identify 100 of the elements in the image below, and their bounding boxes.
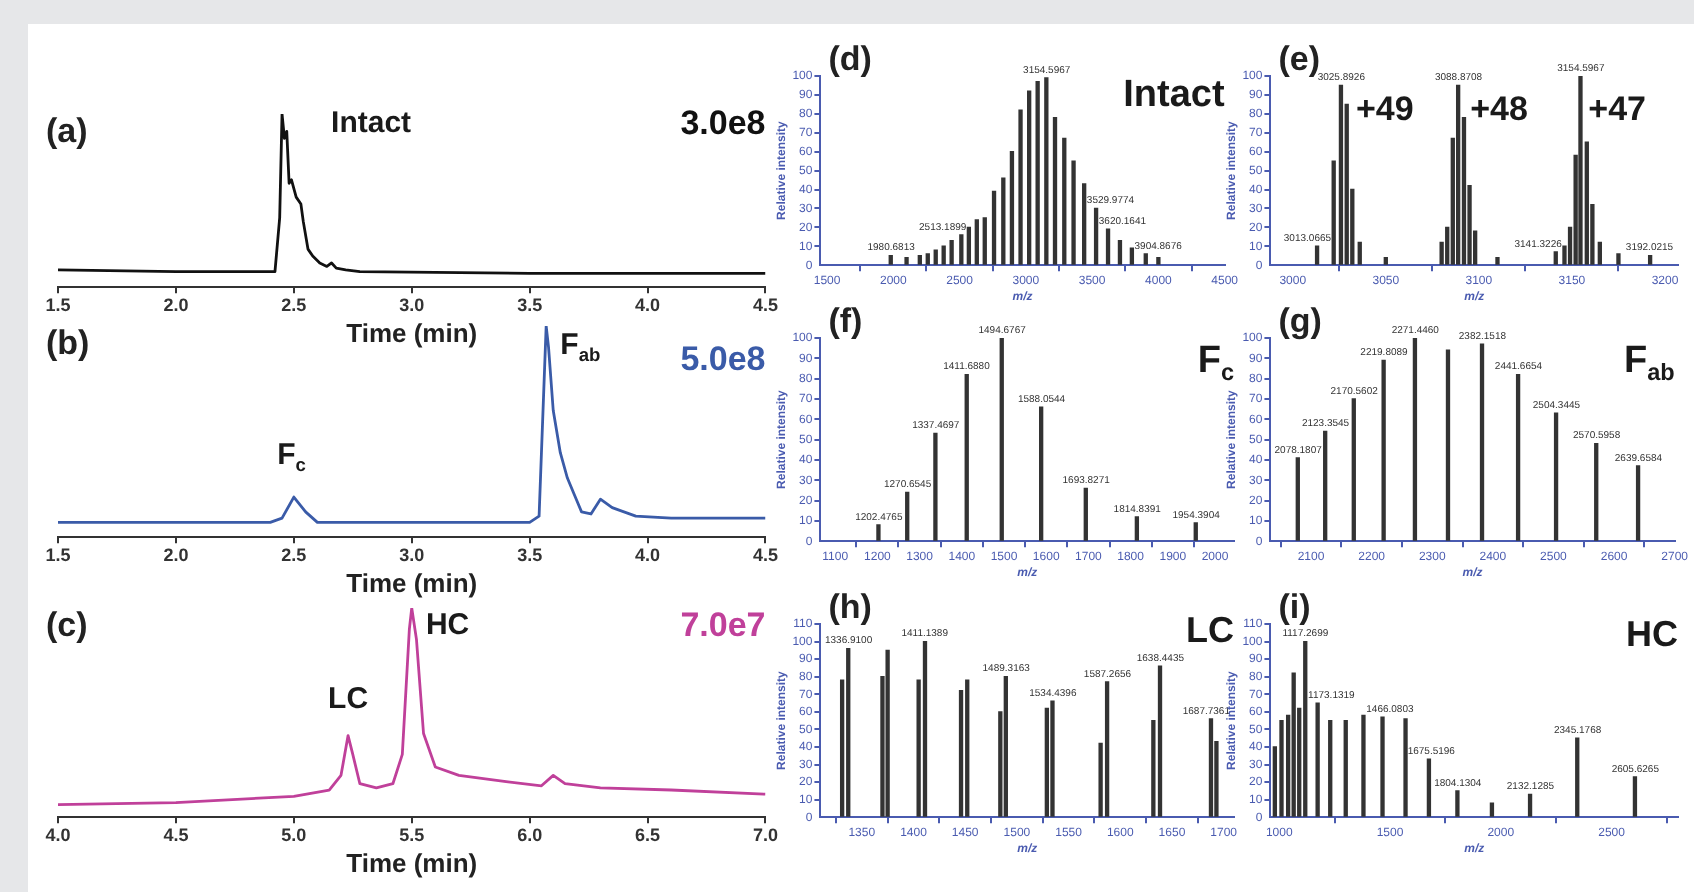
bar	[1616, 253, 1621, 265]
bar	[1323, 430, 1328, 541]
bar	[933, 249, 938, 265]
bar	[885, 649, 890, 817]
chart-title: (d)	[828, 40, 872, 78]
bar	[1495, 256, 1500, 265]
annotation: 3.0e8	[680, 103, 766, 142]
bar	[1083, 487, 1088, 541]
bar	[1156, 256, 1161, 265]
bar	[1575, 737, 1580, 817]
annotation: F$_{c}$	[277, 438, 306, 475]
bar	[1328, 719, 1333, 817]
bar	[1594, 443, 1599, 541]
bar	[1632, 776, 1638, 817]
bar	[933, 432, 938, 541]
bar	[966, 226, 972, 265]
x-tick-label: 7.0	[752, 824, 778, 845]
annotation: F$_{ab}$	[560, 328, 601, 365]
bar	[1403, 718, 1408, 817]
annotation: LC	[1186, 610, 1234, 651]
bar	[922, 640, 928, 817]
annotation: +48	[1470, 89, 1528, 128]
annotation: Intact	[331, 106, 412, 141]
bar	[876, 524, 881, 541]
bar	[1208, 718, 1214, 817]
bar	[1001, 177, 1006, 265]
x-tick-label: 1.5	[45, 294, 71, 315]
x-tick-label: 4.0	[45, 824, 71, 845]
x-tick-label: 5.0	[281, 824, 307, 845]
bar	[1018, 109, 1023, 265]
x-tick-label: 2.0	[163, 294, 189, 315]
chart-title: (h)	[828, 588, 872, 626]
bar	[1635, 465, 1641, 541]
annotation: +49	[1356, 89, 1414, 128]
bar	[1003, 676, 1008, 817]
bar	[1343, 719, 1348, 817]
bar	[1361, 714, 1366, 817]
bar	[1279, 719, 1284, 817]
bar	[1117, 239, 1123, 265]
bar	[1578, 76, 1583, 265]
annotation: 7.0e7	[680, 606, 766, 644]
bar	[1193, 522, 1198, 541]
bar	[1062, 137, 1067, 265]
bar	[917, 255, 922, 265]
bar	[1338, 84, 1344, 265]
bar	[1295, 457, 1300, 541]
x-tick-label: 4.5	[752, 544, 778, 565]
bar	[846, 647, 851, 817]
bar	[1027, 90, 1032, 265]
x-axis-title: Time (min)	[346, 847, 478, 878]
x-tick-label: 4.0	[635, 544, 661, 565]
annotation: HC	[425, 608, 470, 643]
bar	[1093, 207, 1099, 265]
x-tick-label: 2.0	[163, 544, 189, 565]
bar	[1314, 245, 1320, 265]
bar	[1515, 373, 1521, 541]
bar	[1647, 255, 1653, 265]
bar	[941, 245, 946, 265]
chart-title: (a)	[46, 112, 88, 150]
x-tick-label: 6.5	[635, 824, 661, 845]
bar	[974, 219, 979, 265]
bar	[904, 256, 909, 265]
x-tick-label: 5.5	[399, 824, 425, 845]
bar	[1044, 707, 1050, 817]
chart-title: (c)	[46, 606, 88, 644]
bar	[925, 253, 930, 265]
bar	[888, 255, 893, 265]
bar	[1157, 665, 1163, 817]
bar	[1479, 343, 1485, 541]
bar	[1527, 793, 1533, 817]
bar	[949, 239, 954, 265]
annotation: 5.0e8	[680, 340, 766, 379]
bar	[1315, 702, 1320, 817]
bar	[1553, 251, 1558, 265]
bar	[1381, 359, 1386, 541]
bar	[999, 338, 1004, 541]
annotation: LC	[328, 681, 369, 716]
bar	[1426, 758, 1432, 817]
x-tick-label: 3.0	[399, 294, 425, 315]
bar	[1129, 247, 1135, 265]
bar	[1380, 716, 1385, 817]
bar	[1455, 790, 1460, 817]
bar	[964, 373, 969, 541]
bar	[1445, 349, 1451, 541]
x-tick-label: 4.0	[635, 294, 661, 315]
bar	[1357, 241, 1362, 265]
x-tick-label: 2.5	[281, 544, 307, 565]
bar	[982, 217, 987, 265]
x-tick-label: 3.0	[399, 544, 425, 565]
bar	[1050, 700, 1055, 817]
chart-title: (e)	[1278, 40, 1320, 78]
bar	[1143, 253, 1148, 265]
bar	[1104, 681, 1110, 817]
bar	[905, 491, 910, 541]
bar	[1009, 151, 1015, 265]
bar	[1044, 77, 1049, 265]
x-tick-label: 1.5	[45, 544, 71, 565]
x-tick-label: 2.5	[281, 294, 307, 315]
annotation: Intact	[1123, 74, 1225, 116]
bar	[1351, 398, 1356, 541]
